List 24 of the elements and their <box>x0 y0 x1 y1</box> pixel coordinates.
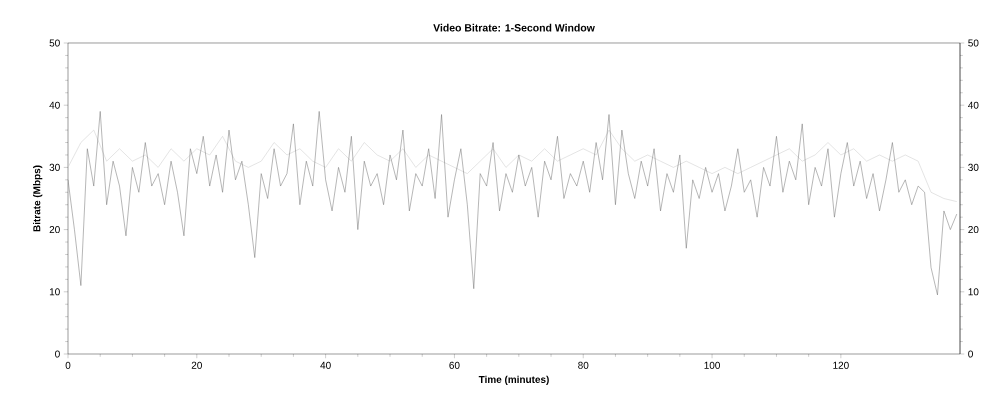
y-tick-label: 10 <box>49 288 60 296</box>
y2-tick-label: 50 <box>968 39 979 47</box>
y2-tick-label: 30 <box>968 163 979 171</box>
y2-tick-label: 20 <box>968 226 979 234</box>
y2-tick-label: 10 <box>968 288 979 296</box>
y-tick-label: 40 <box>49 101 60 109</box>
x-tick-label: 60 <box>449 361 460 369</box>
chart-title: Video Bitrate: 1-Second Window <box>433 23 595 32</box>
line-series <box>68 129 958 202</box>
y2-tick-label: 40 <box>968 101 979 109</box>
y-axis-title: Bitrate (Mbps) <box>33 165 43 232</box>
y2-tick-label: 0 <box>968 350 973 358</box>
x-tick-label: 120 <box>833 361 849 369</box>
y-tick-label: 0 <box>55 350 60 358</box>
x-axis-title: Time (minutes) <box>478 375 549 385</box>
x-tick-label: 100 <box>704 361 720 369</box>
y-tick-label: 30 <box>49 163 60 171</box>
x-tick-label: 20 <box>191 361 202 369</box>
y-tick-label: 20 <box>49 226 60 234</box>
line-series <box>68 111 958 296</box>
x-tick-label: 80 <box>578 361 589 369</box>
x-tick-label: 40 <box>320 361 331 369</box>
x-tick-label: 0 <box>65 361 71 369</box>
y-tick-label: 50 <box>49 39 60 47</box>
